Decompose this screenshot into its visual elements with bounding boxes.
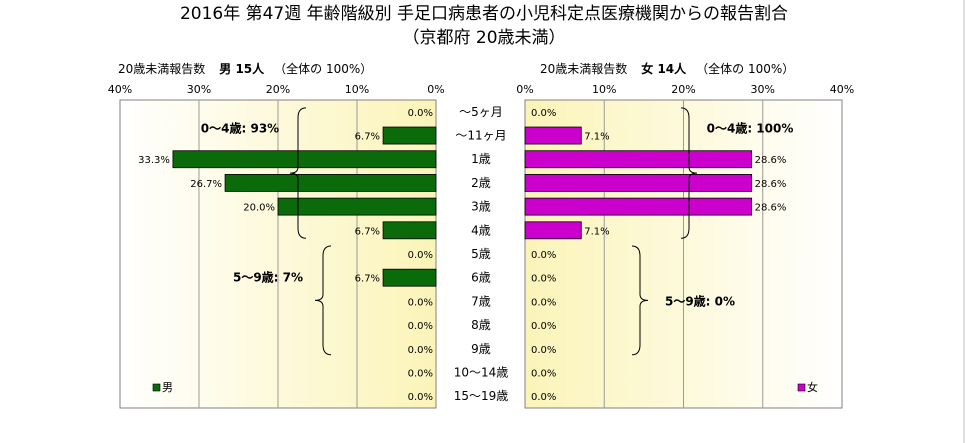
male-data-label: 0.0% xyxy=(408,250,433,261)
female-x-tick-label: 10% xyxy=(592,83,616,96)
male-data-label: 6.7% xyxy=(355,274,380,285)
male-header: 20歳未満報告数男 15人 （全体の 100%） xyxy=(118,60,372,77)
female-header: 20歳未満報告数女 14人 （全体の 100%） xyxy=(540,60,794,77)
male-bar xyxy=(382,268,437,287)
male-data-label: 6.7% xyxy=(355,132,380,143)
female-bar xyxy=(524,197,753,216)
age-category-label: 10～14歳 xyxy=(454,365,509,379)
male-data-label: 0.0% xyxy=(408,392,433,403)
male-brace-5-9 xyxy=(314,245,332,356)
age-category-label: 7歳 xyxy=(471,294,491,308)
female-data-label: 0.0% xyxy=(531,345,556,356)
age-category-label: 2歳 xyxy=(471,176,491,190)
female-data-label: 0.0% xyxy=(531,321,556,332)
male-x-tick-label: 10% xyxy=(345,83,369,96)
male-bracket-annotation: 5～9歳: 7% xyxy=(233,270,303,285)
female-bar xyxy=(524,221,582,240)
female-data-label: 0.0% xyxy=(531,297,556,308)
female-legend-label: 女 xyxy=(807,380,818,394)
age-category-label: 9歳 xyxy=(471,342,491,356)
female-bracket-annotation: 0～4歳: 100% xyxy=(707,121,794,136)
age-category-label: 1歳 xyxy=(471,152,491,166)
male-bar xyxy=(277,197,437,216)
female-x-tick-label: 30% xyxy=(751,83,775,96)
female-header-label: 20歳未満報告数 xyxy=(540,62,628,76)
male-legend-label: 男 xyxy=(162,381,173,394)
female-data-label: 0.0% xyxy=(531,392,556,403)
age-category-label: 8歳 xyxy=(471,318,491,332)
age-category-label: 15～19歳 xyxy=(454,389,509,403)
female-data-label: 0.0% xyxy=(531,108,556,119)
male-bar xyxy=(382,126,437,145)
female-x-tick-label: 20% xyxy=(671,83,695,96)
male-legend-swatch xyxy=(152,383,161,392)
male-bracket-annotation: 0～4歳: 93% xyxy=(201,121,279,136)
male-bar xyxy=(224,174,437,192)
female-brace-0-4 xyxy=(680,107,698,239)
male-header-label: 20歳未満報告数 xyxy=(118,62,206,76)
age-category-label: ～5ヶ月 xyxy=(459,105,503,119)
age-category-label: 6歳 xyxy=(471,271,491,285)
female-header-share: （全体の 100%） xyxy=(696,62,795,76)
male-header-count: 男 15人 xyxy=(219,62,265,76)
female-data-label: 7.1% xyxy=(584,226,609,237)
male-bar xyxy=(382,221,437,240)
female-bracket-annotation: 5～9歳: 0% xyxy=(665,293,735,308)
male-data-label: 0.0% xyxy=(408,108,433,119)
age-category-label: 3歳 xyxy=(471,200,491,214)
female-data-label: 0.0% xyxy=(531,274,556,285)
female-data-label: 28.6% xyxy=(755,203,787,214)
female-data-label: 7.1% xyxy=(584,132,609,143)
female-data-label: 0.0% xyxy=(531,250,556,261)
age-category-label: ～11ヶ月 xyxy=(455,129,506,143)
chart-title: 2016年 第47週 年齢階級別 手足口病患者の小児科定点医療機関からの報告割合 xyxy=(179,4,789,24)
female-legend-swatch xyxy=(797,383,806,392)
chart-subtitle: （京都府 20歳未満） xyxy=(402,28,566,48)
female-bar xyxy=(524,150,753,169)
male-header-share: （全体の 100%） xyxy=(274,62,373,76)
male-x-tick-label: 20% xyxy=(266,83,290,96)
male-brace-0-4 xyxy=(289,107,307,239)
male-x-tick-label: 0% xyxy=(427,83,444,96)
male-data-label: 0.0% xyxy=(408,321,433,332)
male-x-tick-label: 40% xyxy=(108,83,132,96)
female-data-label: 28.6% xyxy=(755,155,787,166)
male-bar xyxy=(172,150,437,169)
age-category-label: 4歳 xyxy=(471,223,491,237)
female-x-tick-label: 0% xyxy=(516,83,533,96)
female-header-count: 女 14人 xyxy=(641,62,687,76)
male-x-tick-label: 30% xyxy=(187,83,211,96)
male-data-label: 0.0% xyxy=(408,297,433,308)
female-bar xyxy=(524,174,753,192)
male-data-label: 0.0% xyxy=(408,345,433,356)
female-x-tick-label: 40% xyxy=(830,83,854,96)
male-data-label: 33.3% xyxy=(138,155,170,166)
male-data-label: 6.7% xyxy=(355,226,380,237)
female-bar xyxy=(524,126,582,145)
female-data-label: 0.0% xyxy=(531,368,556,379)
male-data-label: 26.7% xyxy=(190,179,222,190)
male-data-label: 0.0% xyxy=(408,368,433,379)
age-category-label: 5歳 xyxy=(471,247,491,261)
female-data-label: 28.6% xyxy=(755,179,787,190)
male-data-label: 20.0% xyxy=(243,203,275,214)
female-brace-5-9 xyxy=(631,245,649,356)
